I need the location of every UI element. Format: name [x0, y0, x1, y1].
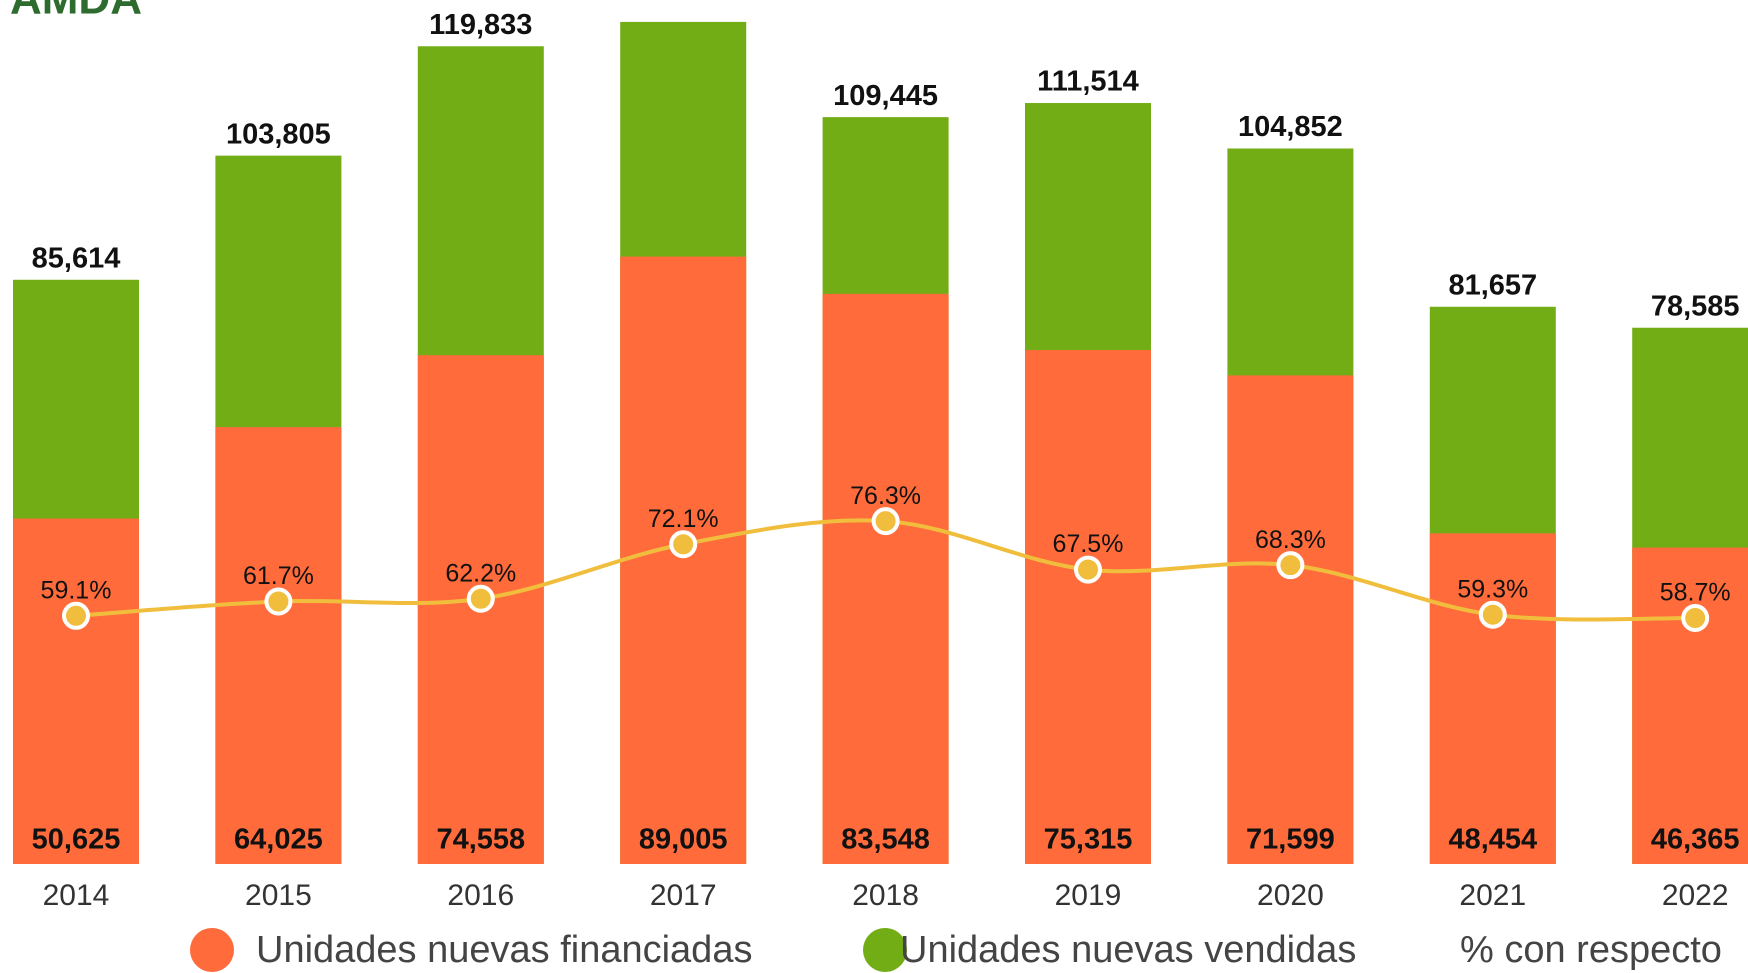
financed-label: 50,625	[32, 824, 121, 856]
financed-label: 48,454	[1448, 824, 1537, 856]
logo: AMDA	[10, 0, 142, 24]
legend-marker	[863, 928, 907, 972]
financed-label: 64,025	[234, 824, 323, 856]
point	[871, 507, 900, 536]
total-label: 111,514	[1037, 66, 1139, 98]
percent-label: 59.3%	[1457, 575, 1528, 603]
point	[1478, 600, 1507, 629]
x-tick-label: 2019	[1055, 879, 1122, 912]
percent-label: 58.7%	[1660, 579, 1731, 607]
bar	[1025, 350, 1151, 865]
legend-label: Unidades nuevas vendidas	[900, 929, 1356, 971]
x-tick-label: 2017	[650, 879, 717, 912]
point	[1276, 551, 1305, 580]
legend-label: % con respecto	[1460, 929, 1722, 971]
x-tick-label: 2015	[245, 879, 312, 912]
x-tick-label: 2020	[1257, 879, 1324, 912]
total-label: 81,657	[1448, 269, 1537, 301]
point	[669, 530, 698, 559]
total-label: 104,852	[1238, 111, 1343, 143]
percent-label: 76.3%	[850, 482, 921, 510]
financed-label: 89,005	[639, 824, 728, 856]
financed-label: 83,548	[841, 824, 930, 856]
bar	[822, 293, 949, 865]
financed-label: 74,558	[436, 824, 525, 856]
total-label: 119,833	[429, 9, 532, 41]
bar	[1429, 533, 1556, 864]
x-tick-label: 2016	[447, 879, 514, 912]
total-label: 78,585	[1651, 290, 1740, 322]
financed-label: 75,315	[1044, 824, 1133, 856]
total-label: 85,614	[32, 242, 121, 274]
percent-label: 59.1%	[41, 576, 112, 604]
bar	[1632, 547, 1748, 864]
point	[466, 584, 495, 613]
total-label: 103,805	[226, 118, 331, 150]
percent-label: 67.5%	[1053, 530, 1124, 558]
bar	[215, 427, 342, 864]
bar	[13, 518, 139, 864]
x-tick-label: 2022	[1662, 879, 1729, 912]
point	[1681, 604, 1710, 633]
percent-label: 68.3%	[1255, 526, 1326, 554]
financed-label: 46,365	[1651, 824, 1740, 856]
percent-label: 62.2%	[445, 559, 516, 587]
percent-label: 72.1%	[648, 505, 719, 533]
x-tick-label: 2018	[852, 879, 919, 912]
bar	[1227, 375, 1354, 864]
percent-label: 61.7%	[243, 562, 314, 590]
total-label: 109,445	[833, 80, 938, 112]
point	[62, 601, 90, 630]
legend-marker	[190, 928, 234, 972]
x-tick-label: 2021	[1459, 879, 1526, 912]
point	[264, 587, 293, 616]
legend-label: Unidades nuevas financiadas	[256, 929, 752, 971]
bar	[620, 256, 747, 864]
x-tick-label: 2014	[43, 879, 110, 912]
financed-label: 71,599	[1246, 824, 1335, 856]
point	[1074, 555, 1102, 584]
